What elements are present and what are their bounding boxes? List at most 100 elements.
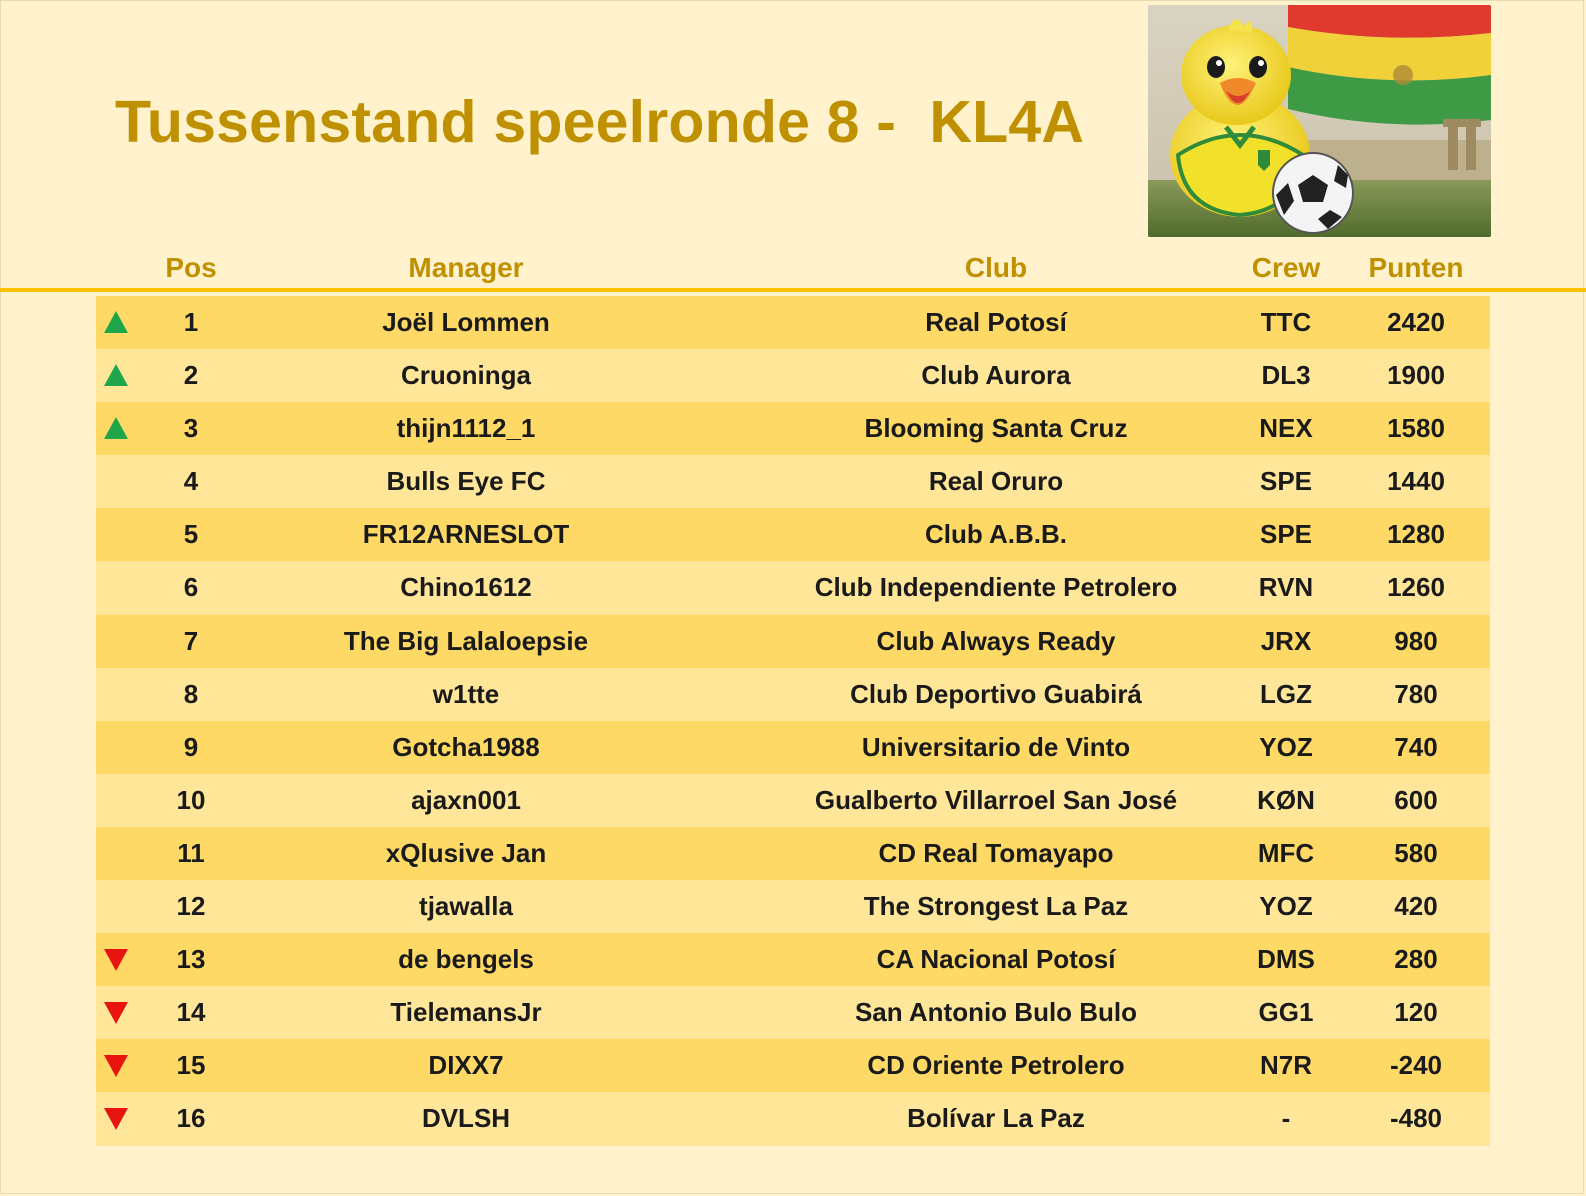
trend-cell: [96, 721, 136, 774]
crew-cell: DL3: [1261, 360, 1311, 391]
trend-cell: [96, 615, 136, 668]
header-points: Punten: [1368, 252, 1464, 283]
trend-cell: [96, 880, 136, 933]
points-cell: 980: [1394, 625, 1438, 656]
club-cell: Real Potosí: [925, 307, 1067, 337]
manager-cell: de bengels: [398, 944, 534, 975]
arrow-up-icon: [104, 417, 128, 440]
table-row: 5 FR12ARNESLOT Club A.B.B. SPE 1280: [96, 508, 1490, 562]
points-cell: 1580: [1387, 413, 1445, 444]
standings-table: 1 Joël Lommen Real Potosí TTC 2420 2 Cruoninga…: [96, 296, 1490, 1146]
club-cell: San Antonio Bulo Bulo: [854, 997, 1138, 1028]
table-row: 6 Chino1612 Club Independiente Petrolero RV…: [96, 561, 1490, 615]
club-cell: Club Aurora: [921, 360, 1071, 391]
arrow-down-icon: [104, 1055, 128, 1078]
club-cell: Real Oruro: [928, 466, 1064, 497]
manager-cell: The Big Lalaloepsie: [343, 625, 589, 656]
table-row: 14 TielemansJr San Antonio Bulo Bulo GG1 120: [96, 986, 1490, 1040]
manager-cell: w1tte: [432, 678, 500, 709]
club-cell: Club A.B.B.: [924, 519, 1068, 550]
club-cell: Club Independiente Petrolero: [814, 572, 1178, 603]
club-cell: Club Always Ready: [876, 625, 1116, 656]
position-cell: 16: [176, 1103, 206, 1134]
trend-cell: [96, 933, 136, 986]
trend-cell: [96, 349, 136, 402]
table-row: 3 thijn1112_1 Blooming Santa Cruz NEX 1580: [96, 402, 1490, 456]
position-cell: 4: [183, 466, 199, 497]
crew-cell: YOZ: [1259, 731, 1313, 762]
points-cell: 740: [1394, 731, 1438, 762]
points-cell: 420: [1394, 891, 1438, 922]
crew-cell: JRX: [1260, 625, 1312, 656]
points-cell: -240: [1389, 1050, 1443, 1081]
manager-cell: FR12ARNESLOT: [362, 519, 570, 550]
manager-cell: Gotcha1988: [392, 731, 540, 762]
position-cell: 6: [183, 572, 199, 603]
club-cell: Blooming Santa Cruz: [864, 413, 1128, 444]
club-cell: CD Real Tomayapo: [878, 837, 1114, 868]
manager-cell: Cruoninga: [401, 360, 531, 391]
table-row: 13 de bengels CA Nacional Potosí DMS 280: [96, 933, 1490, 987]
position-cell: 9: [183, 731, 199, 762]
club-cell: CA Nacional Potosí: [876, 944, 1116, 975]
table-row: 16 DVLSH Bolívar La Paz - -480: [96, 1092, 1490, 1146]
crew-cell: TTC: [1260, 307, 1312, 337]
manager-cell: DVLSH: [421, 1103, 511, 1134]
points-cell: 780: [1394, 678, 1438, 709]
crew-cell: SPE: [1259, 519, 1313, 550]
flag-red-icon: [1288, 5, 1491, 38]
position-cell: 15: [176, 1050, 206, 1081]
trend-cell: [96, 668, 136, 721]
points-cell: -480: [1389, 1103, 1443, 1134]
manager-cell: TielemansJr: [390, 997, 542, 1028]
header-pos: Pos: [165, 252, 217, 283]
position-cell: 13: [176, 944, 206, 975]
position-cell: 1: [183, 307, 199, 337]
crew-cell: GG1: [1258, 997, 1314, 1028]
page-title: Tussenstand speelronde 8 - KL4A: [115, 89, 1085, 155]
position-cell: 14: [176, 997, 206, 1028]
table-row: 9 Gotcha1988 Universitario de Vinto YOZ 740: [96, 720, 1490, 774]
crew-cell: N7R: [1259, 1050, 1312, 1081]
mascot-illustration: [1148, 5, 1491, 237]
table-row: 10 ajaxn001 Gualberto Villarroel San José K…: [96, 773, 1490, 827]
position-cell: 12: [176, 891, 206, 922]
points-cell: 1280: [1387, 519, 1445, 550]
club-cell: Universitario de Vinto: [861, 731, 1131, 762]
club-cell: Club Deportivo Guabirá: [850, 678, 1142, 709]
position-cell: 11: [177, 837, 205, 868]
table-row: 12 tjawalla The Strongest La Paz YOZ 420: [96, 880, 1490, 934]
club-cell: The Strongest La Paz: [863, 891, 1129, 922]
position-cell: 3: [183, 413, 199, 444]
points-cell: 600: [1394, 784, 1438, 815]
club-cell: Bolívar La Paz: [907, 1103, 1085, 1134]
arrow-down-icon: [104, 1108, 128, 1131]
trend-cell: [96, 774, 136, 827]
crew-cell: -: [1281, 1103, 1291, 1134]
manager-cell: xQlusive Jan: [385, 837, 547, 868]
trend-cell: [96, 296, 136, 349]
crew-cell: RVN: [1258, 572, 1314, 603]
trend-cell: [96, 402, 136, 455]
points-cell: 2420: [1387, 307, 1445, 337]
manager-cell: Bulls Eye FC: [386, 466, 546, 497]
header-club: Club: [964, 252, 1028, 283]
trend-cell: [96, 827, 136, 880]
flag-yellow-icon: [1288, 27, 1491, 81]
manager-cell: Joël Lommen: [382, 307, 550, 337]
trend-cell: [96, 986, 136, 1039]
crew-cell: DMS: [1257, 944, 1315, 975]
points-cell: 120: [1394, 997, 1438, 1028]
manager-cell: Chino1612: [400, 572, 532, 603]
header-manager: Manager: [408, 252, 524, 283]
manager-cell: DIXX7: [428, 1050, 504, 1081]
points-cell: 580: [1394, 837, 1438, 868]
header-crew: Crew: [1251, 252, 1321, 283]
crew-cell: LGZ: [1260, 678, 1312, 709]
trend-cell: [96, 1092, 136, 1145]
table-row: 1 Joël Lommen Real Potosí TTC 2420: [96, 296, 1490, 350]
arrow-up-icon: [104, 364, 128, 387]
arrow-down-icon: [104, 1002, 128, 1025]
crew-cell: KØN: [1257, 784, 1315, 815]
